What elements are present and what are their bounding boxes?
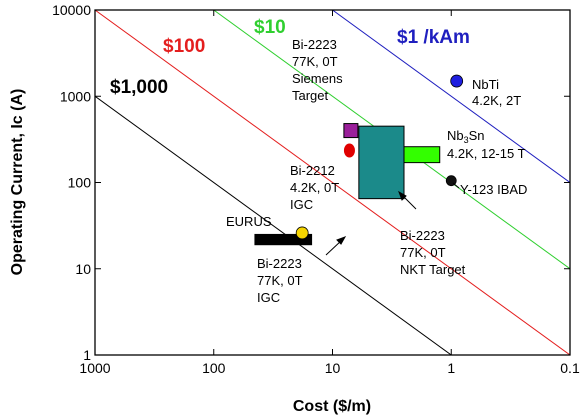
annotation-line: Bi-2223 [292,37,337,52]
annotation-line: 4.2K, 12-15 T [447,146,526,161]
x-tick-label: 100 [202,360,226,376]
annotation-line: 77K, 0T [257,273,303,288]
annotation-eurus: EURUS [226,214,272,229]
y-tick-label: 1000 [60,88,91,104]
price-label-1: $1 /kAm [397,27,470,48]
annotation-line: Y-123 IBAD [460,182,527,197]
price-line-1000 [95,95,453,355]
price-line-10 [212,10,570,270]
x-tick-label: 1000 [79,360,110,376]
annotation-bi2223-siemens: Bi-2223 77K, 0T Siemens Target [292,37,343,103]
annotation-line: EURUS [226,214,272,229]
annotation-y123: Y-123 IBAD [460,182,527,197]
y-axis-title: Operating Current, Ic (A) [9,89,26,276]
y-tick-label: 1 [83,347,91,363]
y-tick-label: 100 [68,175,92,191]
annotation-line: 4.2K, 2T [472,93,521,108]
bi2223-igc-box [254,233,313,246]
eurus-point [295,226,309,240]
annotation-nb3sn: Nb3Sn 4.2K, 12-15 T [447,128,526,161]
price-label-1000: $1,000 [110,77,168,98]
annotation-bi2223-nkt: Bi-2223 77K, 0T NKT Target [400,228,466,277]
annotation-nbti: NbTi 4.2K, 2T [472,77,521,108]
annotation-line: 77K, 0T [400,245,446,260]
annotation-bi2212: Bi-2212 4.2K, 0T IGC [290,163,339,212]
x-tick-label: 0.1 [560,360,580,376]
annotation-line: Target [292,88,329,103]
tick-marks [94,9,571,356]
annotation-line: Siemens [292,71,343,86]
annotation-arrows [325,182,460,256]
price-label-100: $100 [163,36,205,57]
annotation-line: NbTi [472,77,499,92]
y-tick-label: 10 [75,261,91,277]
y-tick-label: 10000 [52,2,91,18]
annotation-line: IGC [257,290,280,305]
bi2223-nkt-box [358,125,405,200]
annotation-line: 77K, 0T [292,54,338,69]
annotation-line: NKT Target [400,262,466,277]
annotation-line: Bi-2212 [290,163,335,178]
x-tick-label: 10 [325,360,341,376]
nb3sn-box [403,146,441,164]
x-tick-label: 1 [447,360,455,376]
x-axis-title: Cost ($/m) [293,398,371,415]
annotation-line: 4.2K, 0T [290,180,339,195]
price-label-10: $10 [254,17,286,38]
annotation-line: Bi-2223 [257,256,302,271]
bi2212-point [343,143,355,158]
bi2223-siemens-point [343,123,359,139]
nbti-point [450,74,464,88]
annotation-line: Bi-2223 [400,228,445,243]
annotation-line: Nb3Sn [447,128,485,145]
annotation-bi2223-igc: Bi-2223 77K, 0T IGC [257,256,303,305]
annotation-line: IGC [290,197,313,212]
